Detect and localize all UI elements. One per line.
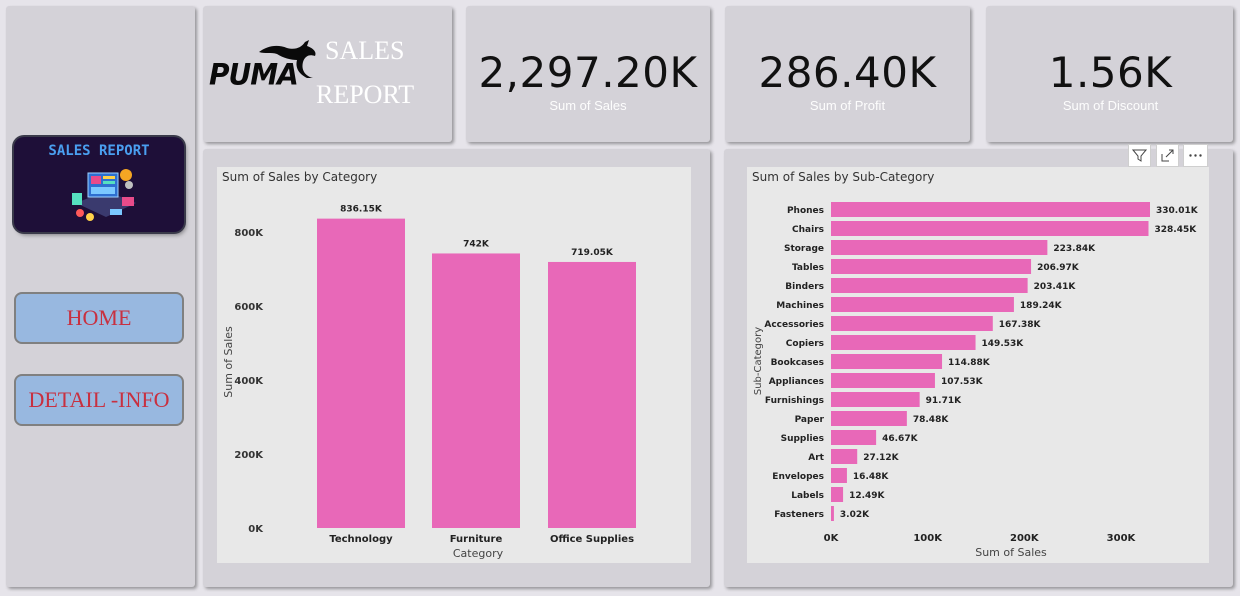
- bar[interactable]: [831, 373, 935, 388]
- y-tick-label: 400K: [234, 376, 264, 387]
- data-label: 206.97K: [1037, 263, 1080, 273]
- data-label: 46.67K: [882, 434, 918, 444]
- focus-mode-icon[interactable]: [1156, 144, 1179, 167]
- y-tick-label: Binders: [785, 282, 824, 292]
- more-options-icon[interactable]: [1183, 144, 1208, 167]
- sales-report-banner[interactable]: SALES REPORT: [14, 137, 184, 232]
- x-tick-label: Technology: [329, 534, 393, 545]
- data-label: 107.53K: [941, 377, 984, 387]
- data-label: 12.49K: [849, 491, 885, 501]
- bar[interactable]: [831, 221, 1149, 236]
- data-label: 719.05K: [571, 248, 614, 258]
- bar[interactable]: [831, 202, 1150, 217]
- home-button[interactable]: HOME: [14, 292, 184, 344]
- x-axis-label: Sum of Sales: [975, 546, 1047, 559]
- x-tick-label: 300K: [1107, 533, 1137, 544]
- y-tick-label: Envelopes: [772, 472, 824, 482]
- y-tick-label: 800K: [234, 228, 264, 239]
- y-tick-label: Supplies: [781, 434, 824, 444]
- bar[interactable]: [831, 335, 976, 350]
- logo-title-line2: REPORT: [316, 80, 415, 109]
- data-label: 223.84K: [1053, 244, 1096, 254]
- detail-info-button[interactable]: DETAIL -INFO: [14, 374, 184, 426]
- data-label: 149.53K: [982, 339, 1025, 349]
- y-tick-label: Fasteners: [774, 510, 824, 520]
- dashboard-illustration-icon: [72, 169, 136, 221]
- category-bar-chart: 0K 200K 400K 600K 800K 836.15K Technology 742K F…: [222, 205, 636, 560]
- bar[interactable]: [831, 240, 1048, 255]
- bar[interactable]: [831, 297, 1014, 312]
- data-label: 189.24K: [1020, 301, 1063, 311]
- data-label: 78.48K: [913, 415, 949, 425]
- bar[interactable]: [831, 468, 847, 483]
- x-tick-label: Furniture: [450, 534, 503, 545]
- bar[interactable]: [831, 506, 834, 521]
- data-label: 328.45K: [1154, 225, 1197, 235]
- x-tick-label: 200K: [1010, 533, 1040, 544]
- kpi-value: 286.40K: [758, 48, 937, 97]
- bar[interactable]: [831, 316, 993, 331]
- kpi-card-profit: 286.40K Sum of Profit: [725, 6, 970, 142]
- y-tick-label: Machines: [776, 301, 824, 311]
- filter-icon[interactable]: [1128, 144, 1151, 167]
- kpi-card-sales: 2,297.20K Sum of Sales: [466, 6, 710, 142]
- y-tick-label: Bookcases: [771, 358, 824, 368]
- data-label: 3.02K: [840, 510, 870, 520]
- x-tick-label: Office Supplies: [550, 534, 634, 545]
- y-tick-label: 0K: [248, 524, 264, 535]
- logo-title-line1: SALES: [325, 36, 405, 65]
- data-label: 27.12K: [863, 453, 899, 463]
- y-tick-label: Storage: [784, 244, 824, 254]
- kpi-label: Sum of Sales: [549, 98, 627, 113]
- bar[interactable]: [317, 218, 405, 528]
- bar[interactable]: [831, 487, 844, 502]
- kpi-value: 2,297.20K: [478, 48, 698, 97]
- subcategory-chart-title: Sum of Sales by Sub-Category: [752, 170, 935, 184]
- banner-title: SALES REPORT: [48, 143, 150, 159]
- y-tick-label: Phones: [787, 206, 824, 216]
- y-axis-label: Sum of Sales: [222, 326, 235, 398]
- y-tick-label: Art: [808, 453, 824, 463]
- puma-wordmark: PUMA: [209, 57, 299, 92]
- x-tick-label: 100K: [913, 533, 943, 544]
- x-tick-label: 0K: [824, 533, 840, 544]
- bar[interactable]: [432, 253, 520, 528]
- puma-cat-logo-icon: [259, 40, 316, 78]
- kpi-label: Sum of Profit: [809, 98, 886, 113]
- data-label: 836.15K: [340, 205, 383, 215]
- x-axis-label: Category: [453, 547, 504, 560]
- y-axis-label: Sub-Category: [753, 327, 764, 395]
- bar[interactable]: [831, 411, 907, 426]
- y-tick-label: Chairs: [792, 225, 824, 235]
- y-tick-label: 600K: [234, 302, 264, 313]
- y-tick-label: Accessories: [764, 320, 824, 330]
- data-label: 330.01K: [1156, 206, 1199, 216]
- y-tick-label: Furnishings: [765, 396, 824, 406]
- subcategory-bar-chart: Phones 330.01K Chairs 328.45K Storage 223.84K…: [753, 202, 1199, 559]
- bar[interactable]: [831, 259, 1032, 274]
- y-tick-label: Copiers: [786, 339, 824, 349]
- y-tick-label: Tables: [792, 263, 824, 273]
- bar[interactable]: [548, 261, 636, 528]
- data-label: 114.88K: [948, 358, 991, 368]
- bar[interactable]: [831, 354, 943, 369]
- kpi-card-discount: 1.56K Sum of Discount: [986, 6, 1233, 142]
- bar[interactable]: [831, 392, 920, 407]
- y-tick-label: Labels: [791, 491, 824, 501]
- y-tick-label: Appliances: [769, 377, 824, 387]
- data-label: 167.38K: [999, 320, 1042, 330]
- y-tick-label: 200K: [234, 450, 264, 461]
- data-label: 742K: [463, 239, 490, 249]
- data-label: 16.48K: [853, 472, 889, 482]
- data-label: 203.41K: [1034, 282, 1077, 292]
- bar[interactable]: [831, 430, 877, 445]
- data-label: 91.71K: [926, 396, 962, 406]
- kpi-label: Sum of Discount: [1062, 98, 1159, 113]
- kpi-value: 1.56K: [1048, 48, 1173, 97]
- category-chart-title: Sum of Sales by Category: [222, 170, 378, 184]
- bar[interactable]: [831, 278, 1028, 293]
- bar[interactable]: [831, 449, 858, 464]
- y-tick-label: Paper: [795, 415, 825, 425]
- logo-card: PUMA SALES REPORT: [203, 6, 452, 142]
